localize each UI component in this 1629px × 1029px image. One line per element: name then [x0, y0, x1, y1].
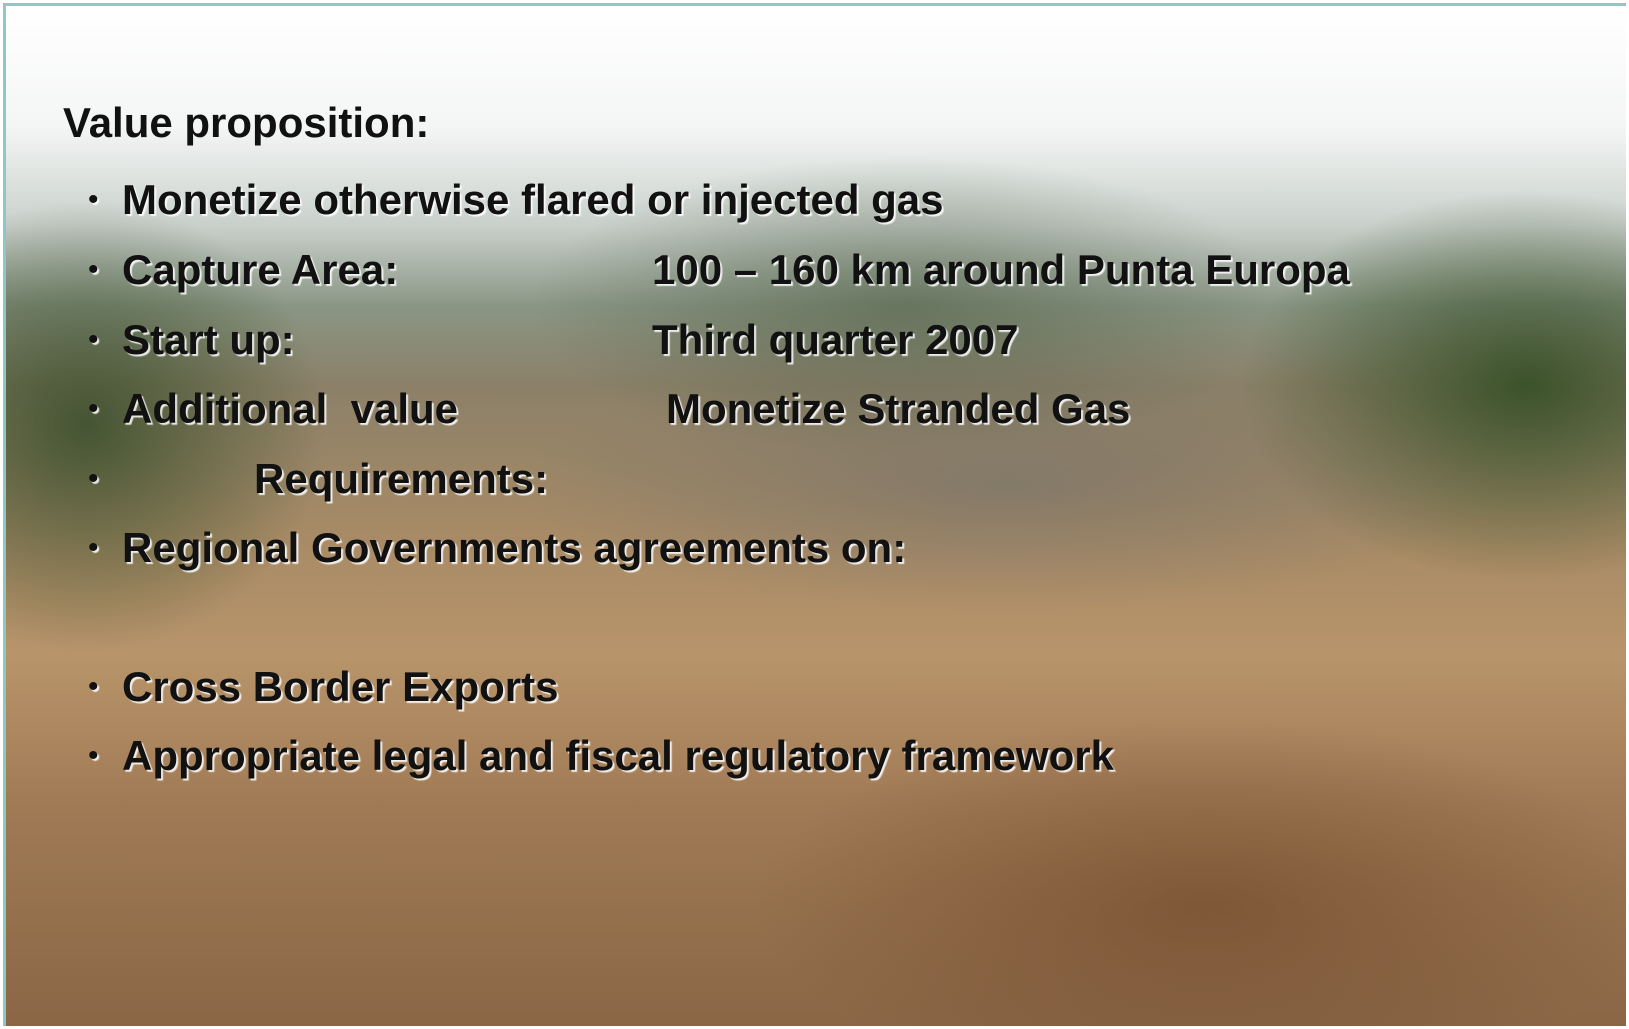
bullet-marker: • — [88, 183, 99, 217]
bullet-value: Monetize Stranded Gas — [666, 388, 1130, 430]
bullet-marker: • — [88, 739, 99, 773]
bullet-text: Start up: — [122, 319, 295, 361]
bullet-text: Capture Area: — [122, 249, 398, 291]
bullet-value: Third quarter 2007 — [652, 319, 1018, 361]
bullet-text: Appropriate legal and fiscal regulatory … — [122, 735, 1114, 777]
bullet-marker: • — [88, 462, 99, 496]
slide: Value proposition: • Monetize otherwise f… — [3, 3, 1626, 1026]
bullet-text: Additional value — [122, 388, 458, 430]
bullet-value: 100 – 160 km around Punta Europa — [652, 249, 1350, 291]
page: Value proposition: • Monetize otherwise f… — [0, 3, 1629, 1029]
bullet-marker: • — [88, 323, 99, 357]
bullet-text: Cross Border Exports — [122, 666, 558, 708]
bullet-text: Requirements: — [254, 458, 548, 500]
bullet-marker: • — [88, 253, 99, 287]
bullet-text: Monetize otherwise flared or injected ga… — [122, 179, 944, 221]
bullet-marker: • — [88, 670, 99, 704]
bullet-marker: • — [88, 531, 99, 565]
bullet-marker: • — [88, 392, 99, 426]
slide-title: Value proposition: — [63, 102, 429, 144]
bullet-text: Regional Governments agreements on: — [122, 527, 906, 569]
